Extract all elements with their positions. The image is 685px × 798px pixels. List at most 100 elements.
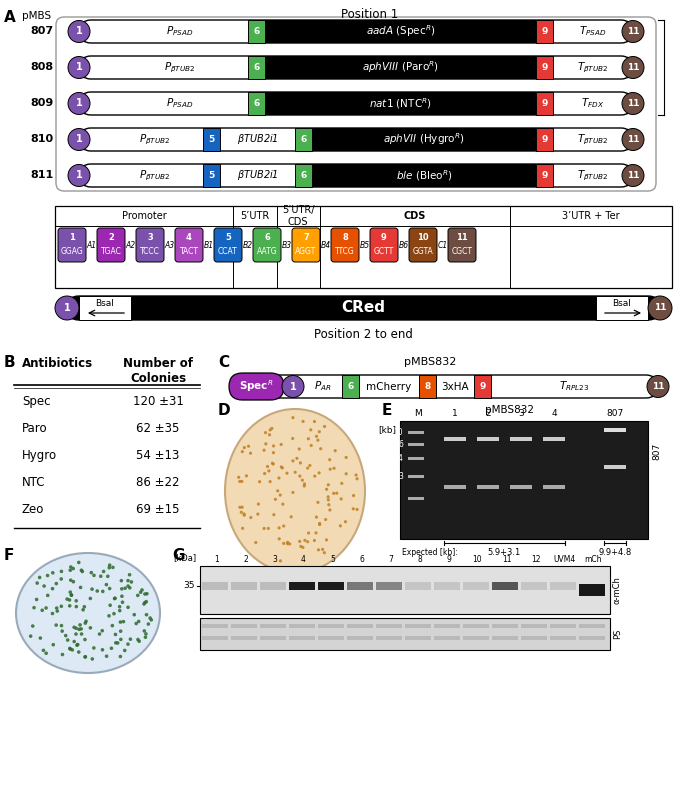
Circle shape: [648, 296, 672, 320]
Circle shape: [55, 606, 58, 610]
Circle shape: [295, 456, 299, 460]
Text: 1: 1: [75, 26, 82, 37]
Circle shape: [84, 619, 88, 623]
Circle shape: [318, 522, 321, 525]
Circle shape: [238, 480, 241, 483]
Circle shape: [240, 480, 243, 483]
Bar: [536, 164, 553, 187]
FancyBboxPatch shape: [79, 56, 632, 79]
Circle shape: [319, 447, 322, 450]
Circle shape: [68, 598, 71, 602]
Text: 1: 1: [290, 381, 297, 392]
Text: 1: 1: [75, 135, 82, 144]
Circle shape: [277, 537, 281, 540]
Ellipse shape: [225, 409, 365, 573]
Circle shape: [249, 516, 253, 519]
Text: 11: 11: [627, 27, 639, 36]
Circle shape: [136, 638, 140, 642]
Circle shape: [279, 559, 282, 563]
Circle shape: [257, 503, 260, 506]
Text: B4: B4: [321, 240, 331, 250]
Text: C: C: [218, 355, 229, 370]
Circle shape: [328, 458, 332, 461]
Circle shape: [279, 493, 282, 496]
Circle shape: [71, 567, 75, 571]
Text: TACT: TACT: [179, 247, 199, 255]
FancyBboxPatch shape: [79, 164, 632, 187]
Text: 3xHA: 3xHA: [441, 381, 469, 392]
Circle shape: [241, 527, 245, 530]
Circle shape: [114, 641, 118, 645]
Text: [kDa]: [kDa]: [173, 553, 196, 562]
Circle shape: [129, 580, 133, 583]
Bar: [408, 431, 424, 434]
Bar: [444, 437, 466, 441]
Text: 11: 11: [456, 234, 468, 243]
Bar: [55, 206, 672, 288]
Text: 5’UTR: 5’UTR: [240, 211, 270, 221]
Circle shape: [119, 638, 123, 641]
Bar: [434, 636, 460, 640]
Text: B2: B2: [242, 240, 253, 250]
FancyBboxPatch shape: [79, 128, 632, 151]
Text: $P_{AR}$: $P_{AR}$: [314, 380, 332, 393]
Circle shape: [142, 602, 146, 606]
Circle shape: [335, 492, 338, 495]
Text: $\mathbf{\mathit{ble}}$ (Bleo$^R$): $\mathbf{\mathit{ble}}$ (Bleo$^R$): [396, 168, 452, 183]
Bar: [604, 465, 626, 469]
Text: D: D: [218, 403, 231, 418]
Circle shape: [622, 21, 644, 42]
FancyBboxPatch shape: [136, 228, 164, 262]
Circle shape: [143, 592, 147, 596]
Circle shape: [352, 494, 355, 497]
Circle shape: [247, 444, 250, 448]
Circle shape: [68, 604, 71, 607]
Text: AGGT: AGGT: [295, 247, 316, 255]
Circle shape: [356, 508, 359, 511]
Text: CRed: CRed: [342, 301, 386, 315]
Bar: [434, 624, 460, 628]
Circle shape: [316, 501, 319, 504]
Bar: [347, 624, 373, 628]
Text: $T_{PSAD}$: $T_{PSAD}$: [580, 25, 607, 38]
Text: 6: 6: [264, 234, 270, 243]
Circle shape: [277, 527, 281, 530]
Circle shape: [29, 634, 32, 638]
Circle shape: [282, 542, 285, 545]
Text: 5.9+3.1: 5.9+3.1: [488, 548, 521, 557]
Circle shape: [272, 451, 275, 454]
Text: $T_{\beta TUB2}$: $T_{\beta TUB2}$: [577, 61, 609, 75]
Text: 2: 2: [243, 555, 248, 564]
Circle shape: [136, 594, 140, 597]
Text: 9: 9: [541, 135, 548, 144]
Text: $\mathbf{\mathit{aphVIII}}$ (Paro$^R$): $\mathbf{\mathit{aphVIII}}$ (Paro$^R$): [362, 60, 439, 75]
Circle shape: [110, 624, 114, 627]
Circle shape: [327, 498, 330, 501]
Circle shape: [77, 561, 81, 564]
Bar: [536, 20, 553, 43]
Text: 9: 9: [541, 171, 548, 180]
Circle shape: [113, 597, 116, 600]
Circle shape: [647, 376, 669, 397]
Bar: [477, 437, 499, 441]
Circle shape: [327, 503, 330, 507]
Bar: [604, 428, 626, 432]
Circle shape: [36, 581, 39, 585]
Circle shape: [294, 471, 297, 474]
Text: $\mathbf{\mathit{aadA}}$ (Spec$^R$): $\mathbf{\mathit{aadA}}$ (Spec$^R$): [366, 24, 435, 39]
Circle shape: [286, 542, 289, 545]
Circle shape: [51, 587, 54, 591]
Circle shape: [314, 531, 318, 535]
FancyBboxPatch shape: [448, 228, 476, 262]
Circle shape: [144, 635, 147, 639]
Text: Hygro: Hygro: [22, 449, 57, 462]
Circle shape: [351, 508, 355, 511]
Circle shape: [38, 636, 42, 640]
Circle shape: [68, 57, 90, 78]
Bar: [231, 636, 257, 640]
Text: Antibiotics: Antibiotics: [22, 357, 93, 370]
Circle shape: [325, 539, 328, 542]
Text: 5: 5: [225, 234, 231, 243]
Text: pMBS832: pMBS832: [404, 357, 456, 367]
Circle shape: [74, 632, 78, 636]
